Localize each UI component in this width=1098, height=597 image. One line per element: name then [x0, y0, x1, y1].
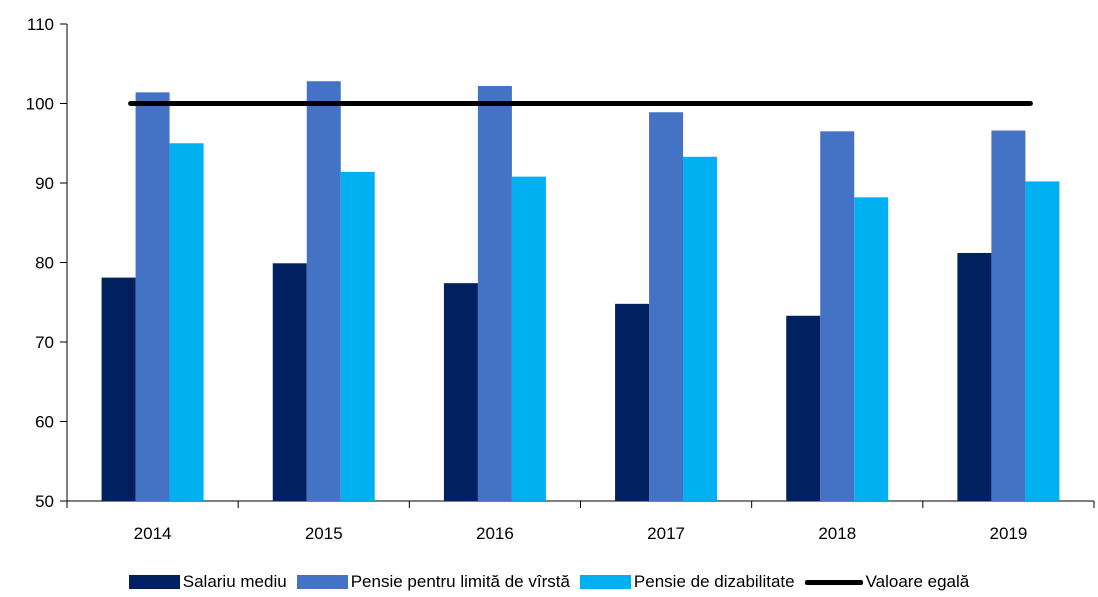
bar-pensie-varsta — [135, 92, 170, 502]
bar-pensie-dizabilitate — [683, 156, 718, 501]
x-tick-label: 2015 — [305, 524, 343, 543]
bar-salariu-mediu — [101, 277, 136, 501]
bar-pensie-dizabilitate — [854, 197, 889, 501]
legend-swatch-salariu — [128, 575, 180, 589]
x-tick-label: 2017 — [647, 524, 685, 543]
bar-pensie-dizabilitate — [511, 176, 546, 501]
x-tick-label: 2014 — [134, 524, 172, 543]
legend-item-salariu: Salariu mediu — [128, 572, 287, 592]
legend-label-salariu: Salariu mediu — [182, 572, 287, 591]
bar-salariu-mediu — [786, 315, 821, 501]
bar-salariu-mediu — [615, 303, 650, 501]
y-tick-label: 110 — [27, 15, 54, 34]
legend-swatch-valoare-egala — [804, 579, 863, 585]
bar-pensie-varsta — [477, 86, 512, 501]
x-tick-label: 2016 — [476, 524, 514, 543]
bar-pensie-varsta — [820, 131, 855, 501]
y-tick-label: 50 — [35, 492, 54, 511]
y-axis: 50 60 70 80 90 100 110 — [26, 15, 68, 511]
y-tick-label: 60 — [35, 413, 54, 432]
y-tick-label: 70 — [35, 333, 54, 352]
bars-group — [101, 81, 1060, 502]
legend-swatch-pensie-varsta — [296, 575, 348, 589]
y-tick-label: 80 — [35, 254, 54, 273]
legend: Salariu mediu Pensie pentru limită de vî… — [0, 569, 1098, 595]
y-tick-label: 100 — [26, 95, 54, 114]
legend-item-valoare-egala: Valoare egală — [804, 572, 970, 592]
x-tick-label: 2019 — [990, 524, 1028, 543]
legend-label-pensie-dizabilitate: Pensie de dizabilitate — [633, 572, 795, 591]
bar-pensie-varsta — [306, 81, 341, 502]
y-tick-label: 90 — [35, 174, 54, 193]
bar-pensie-dizabilitate — [1025, 181, 1060, 501]
bar-pensie-varsta — [649, 112, 684, 502]
legend-label-pensie-varsta: Pensie pentru limită de vîrstă — [350, 572, 570, 591]
bar-salariu-mediu — [957, 252, 992, 501]
bar-salariu-mediu — [272, 263, 307, 501]
bar-pensie-varsta — [991, 130, 1026, 501]
legend-label-valoare-egala: Valoare egală — [865, 572, 970, 591]
bar-salariu-mediu — [443, 283, 478, 501]
legend-item-pensie-dizabilitate: Pensie de dizabilitate — [579, 572, 795, 592]
bar-pensie-dizabilitate — [169, 143, 204, 501]
legend-swatch-pensie-dizabilitate — [579, 575, 631, 589]
bar-pensie-dizabilitate — [340, 171, 375, 501]
x-tick-label: 2018 — [818, 524, 856, 543]
x-axis: 2014 2015 2016 2017 2018 2019 — [66, 500, 1095, 543]
legend-item-pensie-varsta: Pensie pentru limită de vîrstă — [296, 572, 570, 592]
